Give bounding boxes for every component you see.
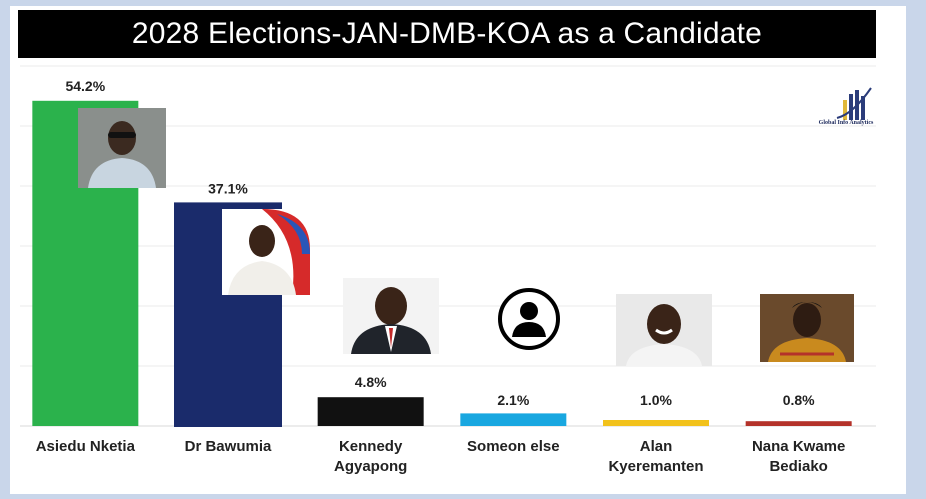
logo-text: Global Info Analytics [818, 120, 874, 126]
candidate-photo-kennedy-agyapong [343, 278, 439, 354]
category-label-line: Agyapong [333, 458, 408, 475]
category-label: Dr Bawumia [153, 437, 303, 457]
category-label-line: Asiedu Nketia [35, 438, 135, 455]
category-label-line: Alan [639, 438, 673, 455]
chart-title: 2028 Elections-JAN-DMB-KOA as a Candidat… [18, 10, 876, 58]
data-label: 37.1% [208, 180, 248, 196]
category-label: Someon else [438, 437, 588, 457]
data-label: 54.2% [65, 78, 105, 94]
category-label: Kennedy Agyapong [296, 437, 446, 477]
category-label-line: Someon else [467, 438, 560, 455]
bar-alan-kyeremanten [603, 420, 709, 426]
bar-nana-kwame-bediako [745, 421, 852, 426]
candidate-photo-dr-bawumia [222, 209, 310, 295]
category-label-line: Bediako [769, 458, 828, 475]
data-label: 0.8% [783, 392, 815, 408]
category-label-line: Kyeremanten [608, 458, 704, 475]
data-label: 4.8% [355, 374, 387, 390]
data-label: 1.0% [640, 392, 672, 408]
candidate-photo-alan-kyeremanten [616, 294, 712, 366]
bar-kennedy-agyapong [317, 397, 424, 426]
category-label: Asiedu Nketia [10, 437, 160, 457]
global-info-analytics-logo [836, 87, 872, 120]
data-labels: 54.2% 37.1% 4.8% 2.1% 1.0% 0.8% [65, 78, 815, 408]
chart-frame [10, 6, 906, 494]
category-label-line: Kennedy [338, 438, 403, 455]
someone-else-icon [498, 288, 560, 350]
category-label-line: Dr Bawumia [184, 438, 272, 455]
bar-someon-else [460, 413, 567, 426]
candidate-photo-nana-kwame-bediako [760, 294, 854, 362]
category-label-line: Nana Kwame [751, 438, 846, 455]
candidate-photo-asiedu-nketia [78, 108, 166, 188]
data-label: 2.1% [497, 392, 529, 408]
category-label: Alan Kyeremanten [581, 437, 731, 477]
category-label: Nana Kwame Bediako [724, 437, 874, 477]
